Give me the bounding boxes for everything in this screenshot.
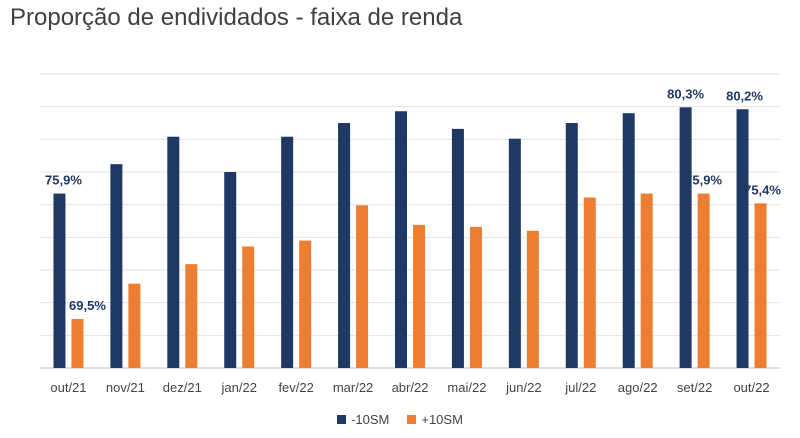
bar-series-1-jun-22 — [508, 138, 521, 368]
x-tick-label: fev/22 — [278, 380, 313, 395]
legend-swatch-series-1 — [337, 415, 347, 424]
data-label: 75,4% — [744, 182, 781, 197]
x-tick-label: abr/22 — [392, 380, 429, 395]
bar-series-2-jun-22 — [526, 230, 539, 368]
x-tick-label: out/22 — [733, 380, 769, 395]
data-label: 69,5% — [69, 298, 106, 313]
x-tick-label: ago/22 — [618, 380, 658, 395]
bar-series-2-set-22 — [697, 193, 710, 368]
legend-item-series-1: -10SM — [337, 412, 389, 427]
bar-series-1-out-21 — [53, 193, 66, 368]
data-label: 75,9% — [45, 173, 82, 188]
bar-series-1-abr-22 — [395, 111, 407, 369]
bar-series-2-out-21 — [71, 319, 84, 368]
legend-item-series-2: +10SM — [407, 412, 463, 427]
bar-series-2-dez-21 — [185, 264, 198, 368]
chart-title: Proporção de endividados - faixa de rend… — [10, 4, 463, 31]
bar-series-2-nov-21 — [128, 283, 141, 368]
bar-series-2-out-22 — [754, 203, 767, 368]
legend-swatch-series-2 — [407, 415, 417, 424]
x-tick-label: out/21 — [50, 380, 86, 395]
x-tick-label: jan/22 — [221, 380, 257, 395]
x-tick-label: set/22 — [677, 380, 712, 395]
bar-series-2-jul-22 — [583, 197, 596, 368]
bar-series-2-mar-22 — [356, 205, 369, 368]
bar-series-1-ago-22 — [622, 113, 635, 368]
legend-label-series-1: -10SM — [351, 412, 390, 427]
bar-series-1-mai-22 — [451, 128, 464, 368]
bar-series-1-set-22 — [679, 107, 692, 368]
bar-series-1-nov-21 — [110, 164, 123, 368]
legend-label-series-2: +10SM — [421, 412, 463, 427]
bar-series-2-ago-22 — [640, 193, 653, 368]
x-tick-label: dez/21 — [163, 380, 202, 395]
bar-series-1-jan-22 — [224, 172, 237, 368]
legend: -10SM +10SM — [0, 412, 800, 427]
data-label: 75,9% — [685, 173, 722, 188]
bar-series-2-mai-22 — [469, 226, 482, 368]
x-tick-label: jun/22 — [505, 380, 541, 395]
bar-series-1-fev-22 — [281, 136, 294, 368]
bar-series-2-fev-22 — [299, 240, 312, 368]
x-tick-label: nov/21 — [106, 380, 145, 395]
bar-series-2-jan-22 — [242, 246, 255, 368]
bar-series-2-abr-22 — [413, 224, 425, 368]
x-tick-label: mai/22 — [447, 380, 486, 395]
bar-series-1-jul-22 — [565, 123, 578, 368]
x-tick-label: mar/22 — [333, 380, 373, 395]
bar-series-1-dez-21 — [167, 136, 180, 368]
x-tick-label: jul/22 — [564, 380, 596, 395]
bar-series-1-out-22 — [736, 109, 749, 368]
bar-series-1-mar-22 — [338, 123, 351, 368]
data-label: 80,3% — [667, 86, 704, 101]
data-label: 80,2% — [726, 88, 763, 103]
